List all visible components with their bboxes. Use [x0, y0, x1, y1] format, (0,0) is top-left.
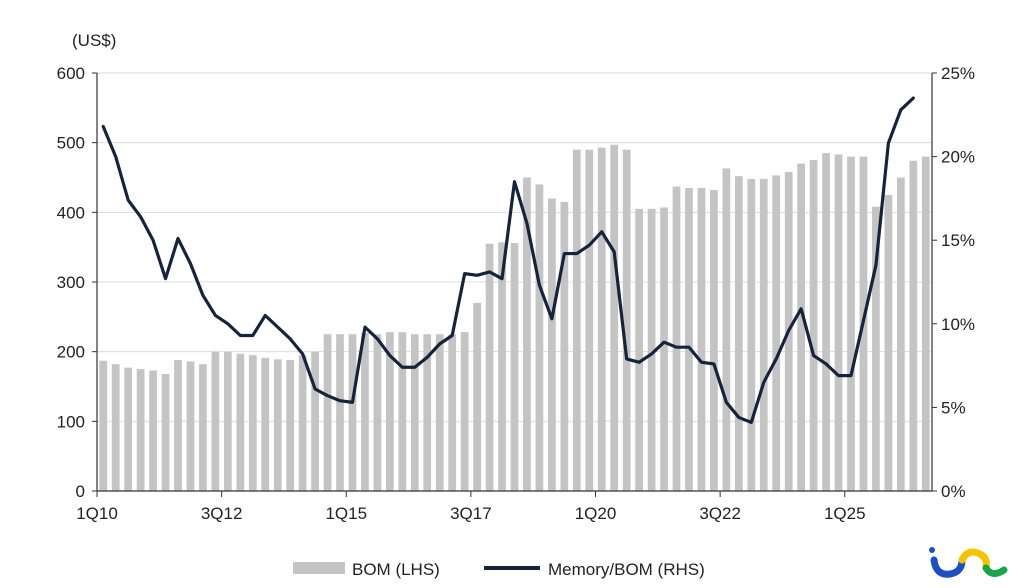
left-tick-label: 300 — [57, 273, 85, 292]
left-tick-label: 200 — [57, 343, 85, 362]
x-tick-label: 3Q22 — [699, 504, 741, 523]
right-tick-label: 10% — [941, 315, 975, 334]
bom-bar — [710, 190, 718, 492]
left-tick-label: 600 — [57, 64, 85, 83]
bom-bar — [386, 332, 394, 491]
left-tick-label: 0 — [76, 482, 85, 501]
bom-bar — [174, 360, 182, 491]
right-tick-label: 0% — [941, 482, 966, 501]
bom-bar — [398, 332, 407, 491]
bom-bar — [124, 367, 133, 491]
x-tick-label: 1Q20 — [575, 504, 617, 523]
bom-bar — [921, 156, 930, 491]
x-tick-label: 3Q12 — [201, 504, 243, 523]
legend-swatch-bom — [293, 562, 345, 574]
bom-bar — [809, 160, 818, 491]
bom-bar — [111, 364, 120, 491]
bom-bar — [236, 353, 245, 491]
bom-bar — [822, 153, 830, 491]
bom-bar — [697, 187, 706, 491]
bom-bar — [685, 187, 693, 491]
left-axis-ticks: 0 100 200 300 400 500 600 — [57, 64, 97, 501]
bom-bar — [149, 370, 157, 491]
bom-bar — [161, 373, 170, 491]
legend-label-bom: BOM (LHS) — [352, 560, 440, 579]
x-tick-label: 3Q17 — [450, 504, 492, 523]
x-tick-label: 1Q25 — [824, 504, 866, 523]
memory-bom-line — [101, 96, 915, 425]
bom-bar — [323, 334, 332, 491]
bom-bar — [273, 359, 282, 491]
right-tick-label: 25% — [941, 64, 975, 83]
bom-bar — [610, 144, 619, 491]
bom-bar — [261, 357, 270, 491]
bom-bar — [99, 360, 108, 491]
bom-bar — [635, 208, 643, 491]
bom-bar — [223, 351, 232, 491]
legend: BOM (LHS) Memory/BOM (RHS) — [293, 560, 705, 579]
bom-bar — [535, 184, 544, 491]
bom-bar — [909, 160, 918, 491]
bom-bar — [248, 355, 257, 491]
bom-bar — [473, 302, 481, 491]
bom-bar — [572, 149, 581, 491]
bom-bar — [747, 178, 756, 491]
bom-bar — [410, 334, 419, 491]
bom-bar — [361, 332, 369, 491]
x-tick-label: 1Q10 — [76, 504, 118, 523]
bom-bar — [759, 178, 768, 491]
bom-bar — [186, 361, 195, 491]
x-tick-label: 1Q15 — [325, 504, 367, 523]
bom-bar — [597, 147, 606, 492]
bom-bar — [896, 177, 905, 491]
right-tick-label: 5% — [941, 398, 966, 417]
bom-bar — [336, 334, 344, 491]
legend-label-memory-bom: Memory/BOM (RHS) — [548, 560, 705, 579]
bom-bar — [734, 176, 743, 492]
bom-bar — [448, 334, 457, 491]
bom-bar — [884, 194, 893, 492]
bom-bar — [199, 364, 207, 491]
left-tick-label: 500 — [57, 134, 85, 153]
x-axis-ticks: 1Q10 3Q12 1Q15 3Q17 1Q20 3Q22 1Q25 — [76, 491, 866, 523]
bom-bar — [722, 168, 731, 491]
bom-bar — [622, 149, 631, 491]
right-tick-label: 20% — [941, 148, 975, 167]
bom-bar — [298, 355, 307, 491]
bom-bar — [136, 369, 145, 491]
bom-bar — [872, 206, 880, 491]
bom-bar — [585, 149, 594, 491]
bom-bar — [772, 175, 781, 491]
brand-logo-icon — [929, 547, 1008, 578]
memory-bom-line-group — [101, 96, 915, 425]
bom-bar — [510, 242, 519, 491]
bom-bar — [286, 360, 295, 491]
right-tick-label: 15% — [941, 231, 975, 250]
bom-bar — [211, 351, 220, 491]
bom-bar — [373, 334, 382, 491]
bom-bar — [423, 334, 432, 491]
right-axis-ticks: 0% 5% 10% 15% 20% 25% — [932, 64, 975, 501]
left-tick-label: 100 — [57, 412, 85, 431]
bom-bar — [834, 154, 843, 491]
bom-bar — [348, 334, 357, 491]
bom-bar — [560, 201, 569, 491]
bom-bar — [435, 334, 444, 491]
bom-bar — [672, 186, 681, 491]
bom-bar — [523, 177, 531, 491]
unit-label: (US$) — [72, 31, 116, 50]
bom-bar — [660, 207, 668, 491]
bom-bar — [647, 208, 656, 491]
bom-bar — [460, 332, 469, 491]
bom-bar — [797, 163, 806, 491]
left-tick-label: 400 — [57, 203, 85, 222]
bom-bar — [847, 156, 855, 491]
bom-bar — [548, 198, 556, 491]
bom-bar — [311, 351, 319, 491]
bom-bar — [485, 243, 494, 491]
bom-bar — [498, 242, 506, 491]
